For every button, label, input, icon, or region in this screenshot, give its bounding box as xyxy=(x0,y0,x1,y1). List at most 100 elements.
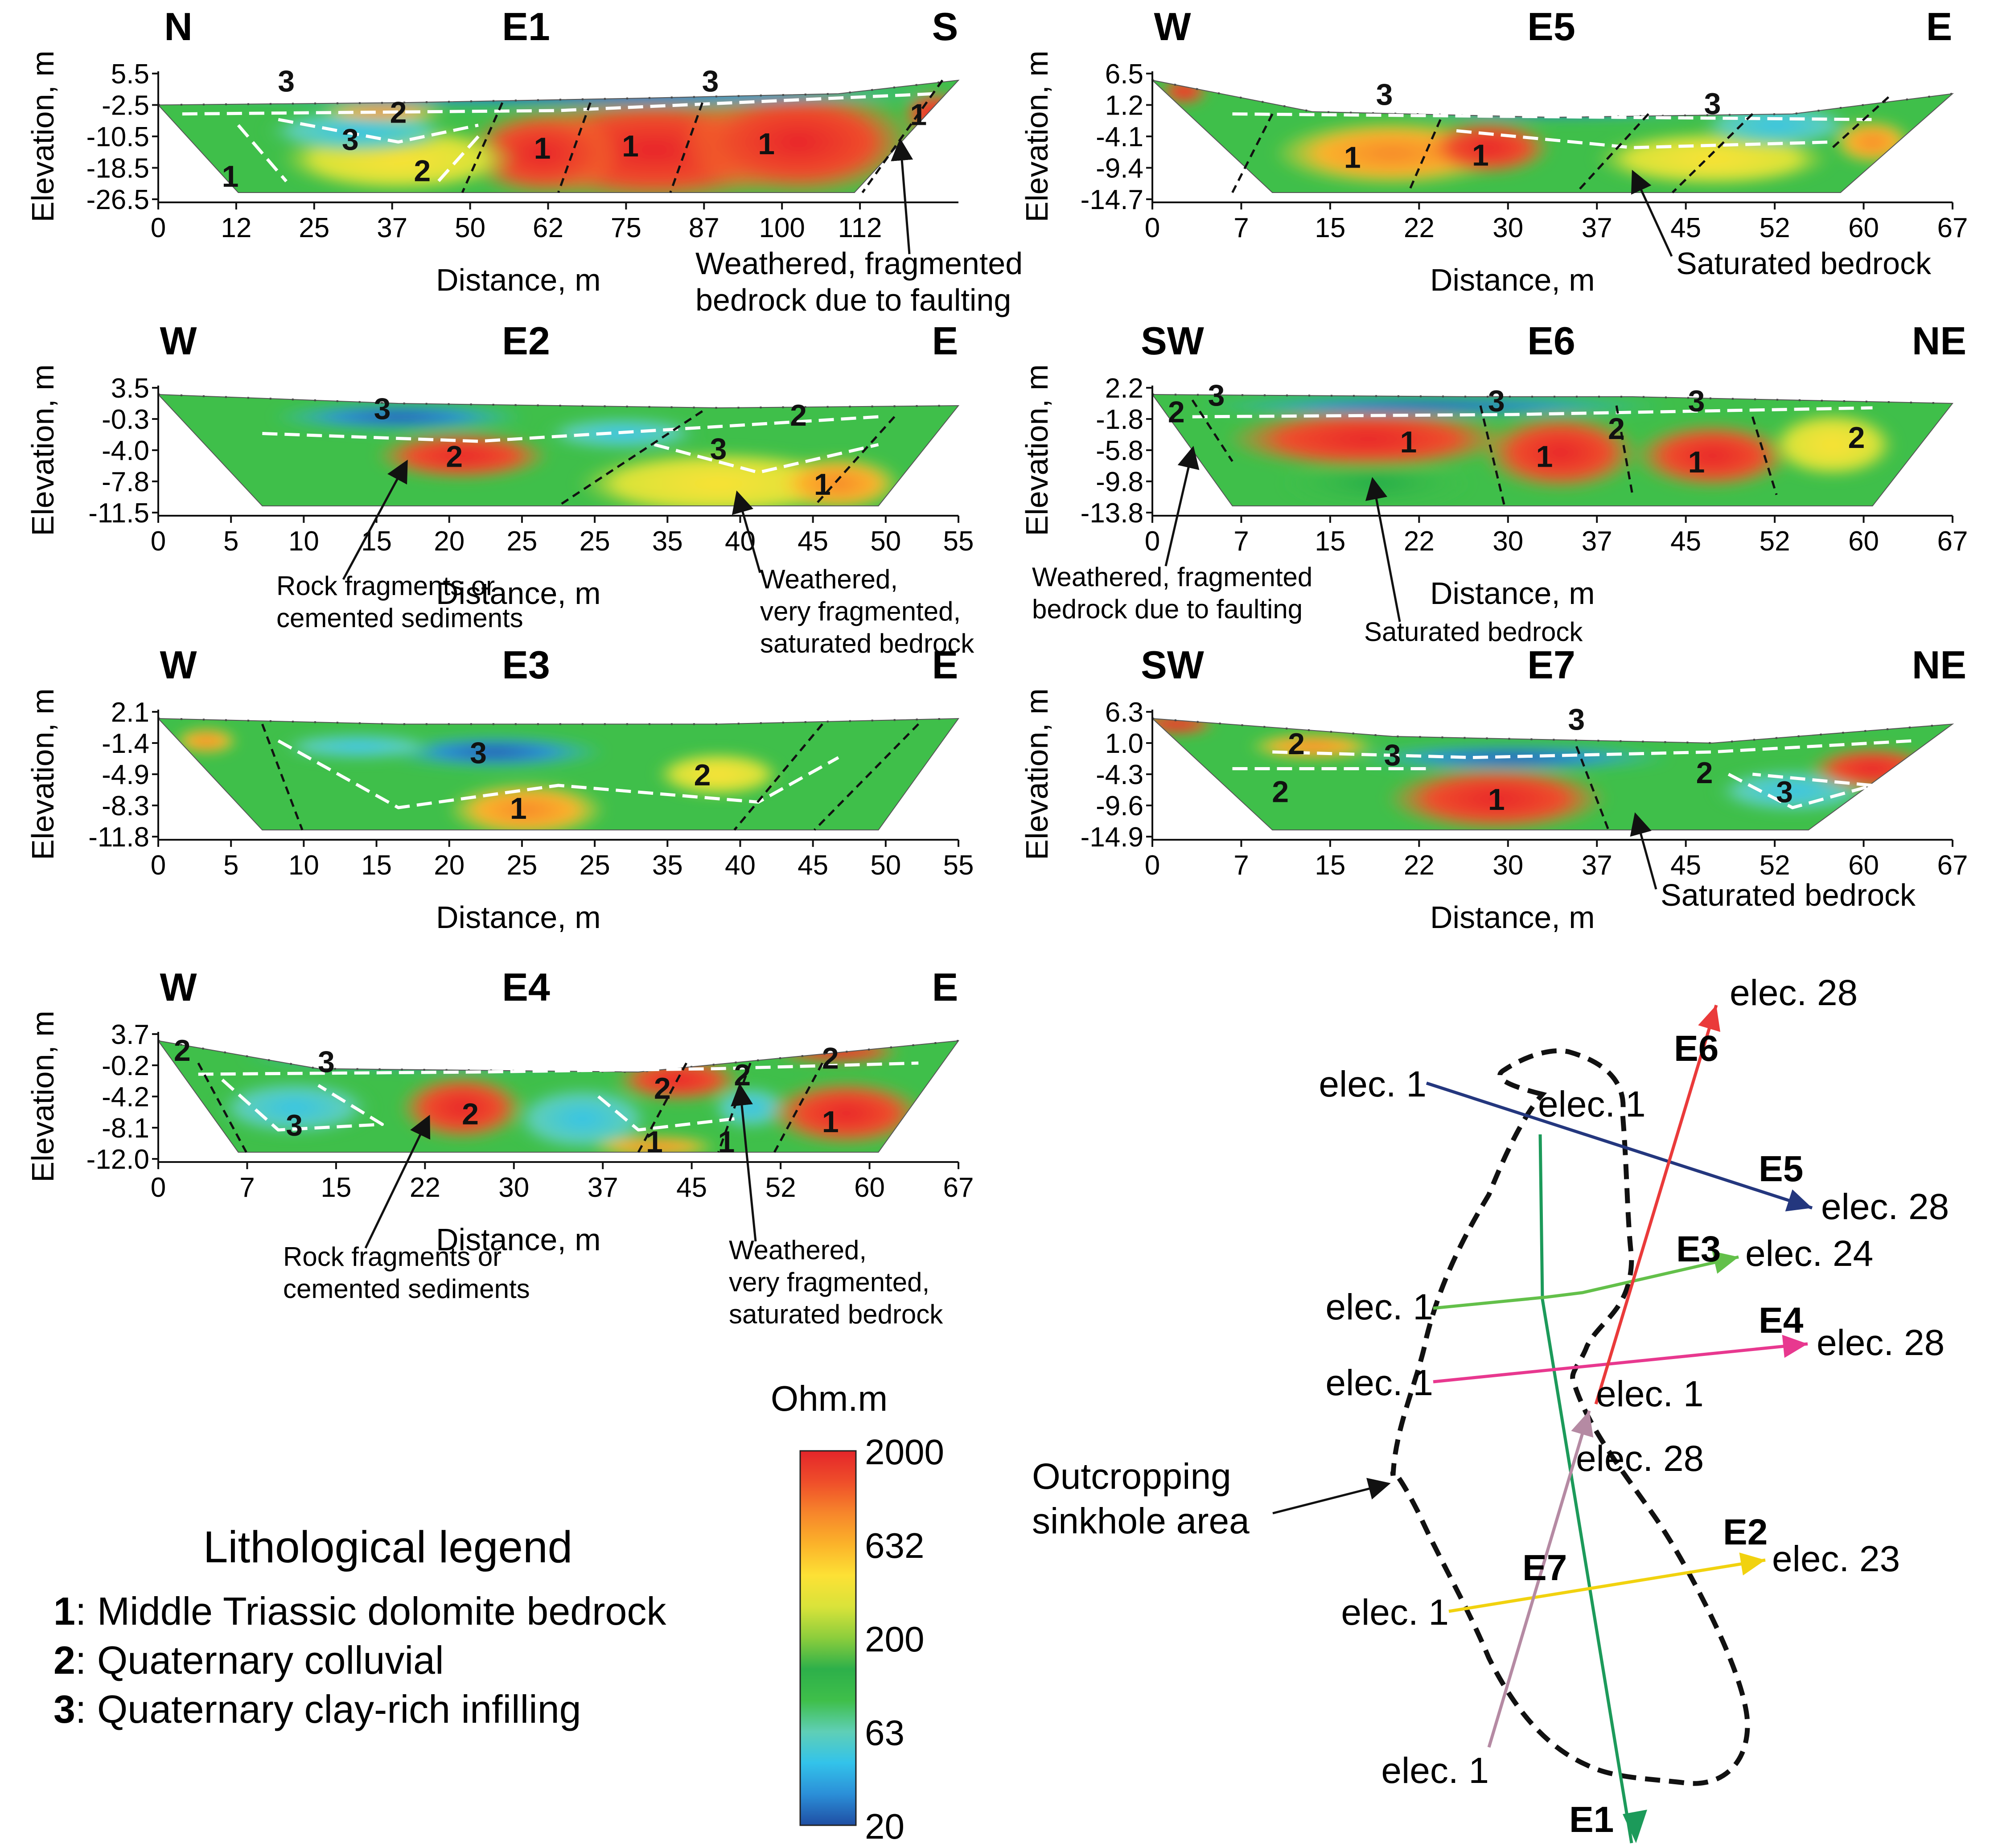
map-line-e7: E7 elec. 1 elec. 28 xyxy=(1381,1410,1704,1791)
resistivity-zone xyxy=(374,431,551,480)
legend-title: Lithological legend xyxy=(203,1522,572,1572)
x-tick-label: 55 xyxy=(943,526,974,557)
resistivity-zone xyxy=(654,752,783,797)
profile-annotation: Weathered, fragmented xyxy=(695,246,1023,281)
left-direction: N xyxy=(164,4,193,49)
y-tick-label: -4.2 xyxy=(102,1082,149,1113)
map-line-end-label: elec. 28 xyxy=(1730,973,1858,1013)
profile-annotation: Weathered, fragmented xyxy=(1032,562,1312,592)
profile-annotation: Saturated bedrock xyxy=(1661,878,1916,912)
fault-line xyxy=(557,102,592,193)
unit-label: 1 xyxy=(1344,140,1361,174)
x-tick-label: 37 xyxy=(1582,850,1612,881)
y-tick-label: 6.5 xyxy=(1105,59,1143,90)
x-tick-label: 15 xyxy=(361,850,392,881)
x-tick-label: 52 xyxy=(1760,850,1790,881)
x-axis-label: Distance, m xyxy=(436,900,601,935)
unit-label: 2 xyxy=(694,758,711,792)
y-axis-label: Elevation, m xyxy=(1020,364,1054,536)
resistivity-zone xyxy=(382,735,607,769)
x-tick-label: 62 xyxy=(533,213,563,243)
y-axis-label: Elevation, m xyxy=(1020,688,1054,860)
annotation-arrow xyxy=(342,460,408,580)
unit-label: 1 xyxy=(1536,440,1553,474)
profile-annotation: bedrock due to faulting xyxy=(695,283,1011,317)
unit-label: 1 xyxy=(534,131,551,165)
y-tick-label: -4.0 xyxy=(102,435,149,466)
resistivity-zone xyxy=(510,1085,654,1152)
x-tick-label: 0 xyxy=(151,213,166,243)
x-tick-label: 20 xyxy=(434,850,465,881)
unit-label: 3 xyxy=(278,64,295,98)
x-axis-label: Distance, m xyxy=(436,263,601,297)
map-line-start-label: elec. 1 xyxy=(1538,1084,1646,1125)
y-tick-label: -0.3 xyxy=(102,404,149,435)
x-tick-label: 0 xyxy=(151,1172,166,1203)
profile-e3: 3 2 1 2.1-1.4-4.9-8.3-11.80 5 10 15 20 25 25 35 40 4… xyxy=(25,643,974,935)
profile-title: E3 xyxy=(502,643,550,687)
profile-annotation: very fragmented, xyxy=(729,1267,929,1297)
y-tick-label: -5.8 xyxy=(1096,435,1143,466)
unit-label: 2 xyxy=(414,154,431,188)
y-tick-label: 2.2 xyxy=(1105,373,1143,404)
x-tick-label: 0 xyxy=(1145,526,1160,557)
x-tick-label: 52 xyxy=(765,1172,796,1203)
annotation-arrow xyxy=(731,1083,757,1242)
x-tick-label: 7 xyxy=(1233,213,1249,243)
map-line-label: E2 xyxy=(1723,1512,1768,1552)
unit-label: 3 xyxy=(1568,702,1585,736)
map-line-e6: E6 elec. 1 elec. 28 xyxy=(1594,973,1858,1414)
section-outline xyxy=(157,718,959,830)
profile-annotation: Rock fragments or xyxy=(283,1242,502,1272)
x-tick-label: 25 xyxy=(299,213,329,243)
x-tick-label: 0 xyxy=(151,526,166,557)
profile-annotation: Weathered, xyxy=(729,1235,867,1265)
fault-line xyxy=(637,1062,687,1153)
fault-line xyxy=(1575,746,1610,830)
y-tick-label: -9.8 xyxy=(1096,467,1143,497)
x-tick-label: 50 xyxy=(870,850,901,881)
fault-line xyxy=(773,1062,824,1153)
right-direction: S xyxy=(932,4,958,49)
x-tick-label: 75 xyxy=(611,213,641,243)
unit-label: 2 xyxy=(1168,395,1185,429)
y-axis-label: Elevation, m xyxy=(25,364,60,536)
x-tick-label: 0 xyxy=(151,850,166,881)
fault-line xyxy=(1615,405,1634,495)
fault-line xyxy=(1575,113,1649,193)
unit-label: 3 xyxy=(318,1045,335,1079)
left-direction: SW xyxy=(1141,319,1204,363)
profile-e2: 3 2 2 3 1 3.5-0.3-4.0-7.8-11.50 5 10 15 20 25 25 35 4… xyxy=(25,319,974,658)
y-tick-label: 2.1 xyxy=(111,697,149,728)
unit-label: 3 xyxy=(374,392,391,426)
resistivity-zone xyxy=(318,103,447,121)
unit-label: 1 xyxy=(646,1125,663,1159)
x-tick-label: 25 xyxy=(506,850,537,881)
map-line-start-label: elec. 1 xyxy=(1341,1592,1449,1633)
x-tick-label: 25 xyxy=(506,526,537,557)
unit-label: 1 xyxy=(222,160,239,193)
map-line-e3: E3 elec. 1 elec. 24 xyxy=(1325,1229,1873,1327)
x-tick-label: 50 xyxy=(870,526,901,557)
legend-item-3-text: : Quaternary clay-rich infilling xyxy=(75,1687,581,1731)
unit-boundary xyxy=(1192,406,1873,419)
fault-line xyxy=(733,723,823,831)
map-line-e5: E5 elec. 1 elec. 28 xyxy=(1319,1064,1949,1227)
fault-line xyxy=(261,723,304,830)
resistivity-zone xyxy=(174,727,238,754)
unit-boundary xyxy=(1456,129,1833,149)
x-tick-label: 40 xyxy=(725,850,756,881)
unit-boundary xyxy=(1727,772,1874,809)
section-outline xyxy=(157,394,960,506)
legend-item-1: 1: Middle Triassic dolomite bedrock xyxy=(53,1589,666,1633)
resistivity-zone xyxy=(1248,733,1377,760)
profile-annotation: saturated bedrock xyxy=(729,1299,943,1329)
right-direction: E xyxy=(1926,4,1953,49)
x-tick-label: 60 xyxy=(1848,850,1879,881)
right-direction: E xyxy=(932,643,958,687)
unit-boundary xyxy=(277,739,839,809)
x-axis-label: Distance, m xyxy=(1430,900,1595,935)
x-tick-label: 100 xyxy=(759,213,805,243)
x-tick-label: 22 xyxy=(1404,850,1435,881)
